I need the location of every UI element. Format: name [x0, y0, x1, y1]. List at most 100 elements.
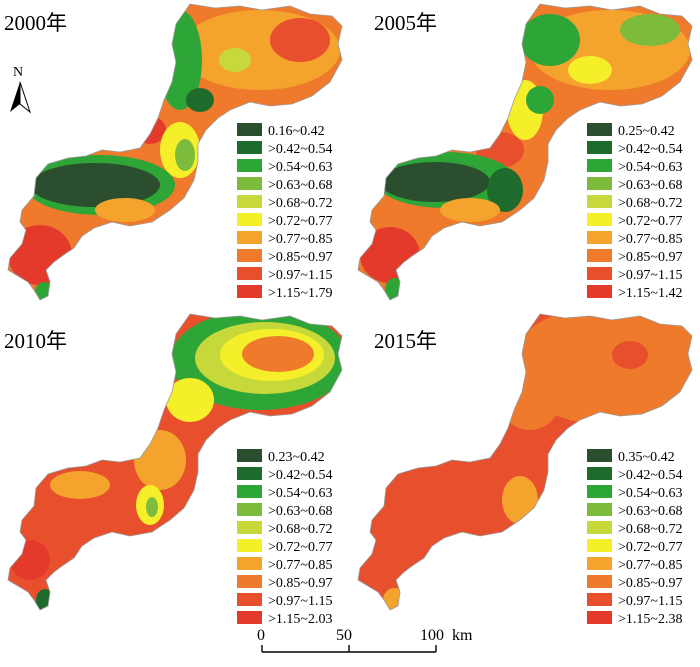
- legend-swatch: [237, 611, 262, 624]
- legend-label: >0.97~1.15: [268, 594, 332, 609]
- legend-row: >0.85~0.97: [237, 249, 332, 265]
- legend-swatch: [587, 575, 612, 588]
- legend-row: 0.16~0.42: [237, 123, 325, 139]
- legend-swatch: [587, 213, 612, 226]
- legend-row: >0.42~0.54: [587, 141, 682, 157]
- legend-swatch: [587, 485, 612, 498]
- legend-label: >0.97~1.15: [618, 268, 682, 283]
- scale-tick-label: 0: [257, 627, 265, 644]
- legend-label: >1.15~1.42: [618, 286, 682, 301]
- legend-swatch: [237, 267, 262, 280]
- legend-label: >1.15~2.03: [268, 612, 332, 627]
- legend-label: 0.25~0.42: [618, 124, 675, 139]
- legend-label: >0.77~0.85: [618, 232, 682, 247]
- legend-2000: 0.16~0.42 >0.42~0.54 >0.54~0.63 >0.63~0.…: [237, 123, 332, 301]
- legend-label: >0.68~0.72: [618, 196, 682, 211]
- legend-label: >0.85~0.97: [618, 250, 682, 265]
- legend-swatch: [237, 195, 262, 208]
- legend-row: >0.97~1.15: [587, 593, 682, 609]
- legend-row: >0.72~0.77: [237, 213, 332, 229]
- legend-swatch: [587, 539, 612, 552]
- legend-label: >0.97~1.15: [268, 268, 332, 283]
- legend-row: >0.85~0.97: [237, 575, 332, 591]
- legend-label: >0.68~0.72: [268, 196, 332, 211]
- legend-label: >0.42~0.54: [268, 468, 332, 483]
- legend-row: >0.72~0.77: [587, 539, 682, 555]
- legend-label: >1.15~2.38: [618, 612, 682, 627]
- legend-swatch: [237, 503, 262, 516]
- legend-row: >0.72~0.77: [237, 539, 332, 555]
- legend-swatch: [587, 141, 612, 154]
- legend-row: >0.68~0.72: [587, 195, 682, 211]
- legend-label: >0.63~0.68: [268, 178, 332, 193]
- legend-swatch: [587, 557, 612, 570]
- legend-row: >0.68~0.72: [237, 521, 332, 537]
- legend-label: >0.68~0.72: [268, 522, 332, 537]
- legend-row: >0.77~0.85: [587, 557, 682, 573]
- legend-swatch: [587, 159, 612, 172]
- legend-swatch: [237, 593, 262, 606]
- legend-row: >0.63~0.68: [587, 177, 682, 193]
- legend-row: 0.35~0.42: [587, 449, 675, 465]
- legend-swatch: [237, 521, 262, 534]
- legend-label: 0.16~0.42: [268, 124, 325, 139]
- legend-swatch: [237, 123, 262, 136]
- legend-swatch: [237, 449, 262, 462]
- legend-row: >0.54~0.63: [237, 159, 332, 175]
- legend-swatch: [587, 593, 612, 606]
- legend-row: >1.15~2.38: [587, 611, 682, 627]
- legend-label: >0.85~0.97: [268, 250, 332, 265]
- scale-unit: km: [452, 627, 473, 644]
- legend-swatch: [587, 503, 612, 516]
- map-panel-2005: 2005年 0.25~0.42 >0.42~0.54 >0.54~0.63 >0…: [357, 3, 693, 301]
- north-arrow-icon: [10, 82, 20, 112]
- legend-swatch: [587, 195, 612, 208]
- map-panel-2015: 2015年 0.35~0.42 >0.42~0.54 >0.54~0.63 >0…: [357, 313, 693, 627]
- year-label: 2010年: [4, 329, 67, 353]
- legend-swatch: [587, 611, 612, 624]
- region-map-2010: [7, 313, 343, 611]
- legend-label: 0.23~0.42: [268, 450, 325, 465]
- legend-row: >0.97~1.15: [237, 267, 332, 283]
- legend-label: >0.97~1.15: [618, 594, 682, 609]
- legend-label: >0.72~0.77: [618, 540, 682, 555]
- legend-swatch: [237, 249, 262, 262]
- legend-row: >0.63~0.68: [587, 503, 682, 519]
- legend-row: >0.42~0.54: [237, 141, 332, 157]
- legend-swatch: [587, 123, 612, 136]
- legend-label: >0.42~0.54: [268, 142, 332, 157]
- legend-row: >0.68~0.72: [237, 195, 332, 211]
- legend-swatch: [587, 231, 612, 244]
- year-label: 2005年: [374, 11, 437, 35]
- legend-swatch: [237, 557, 262, 570]
- legend-row: >0.85~0.97: [587, 249, 682, 265]
- legend-2005: 0.25~0.42 >0.42~0.54 >0.54~0.63 >0.63~0.…: [587, 123, 682, 301]
- legend-label: >0.68~0.72: [618, 522, 682, 537]
- legend-swatch: [237, 159, 262, 172]
- legend-row: >0.97~1.15: [237, 593, 332, 609]
- legend-swatch: [237, 285, 262, 298]
- legend-label: >0.42~0.54: [618, 142, 682, 157]
- legend-swatch: [587, 521, 612, 534]
- scale-tick-label: 100: [420, 627, 444, 644]
- legend-row: >0.97~1.15: [587, 267, 682, 283]
- legend-2010: 0.23~0.42 >0.42~0.54 >0.54~0.63 >0.63~0.…: [237, 449, 332, 627]
- legend-label: >0.77~0.85: [268, 232, 332, 247]
- legend-label: >0.54~0.63: [268, 486, 332, 501]
- legend-swatch: [237, 177, 262, 190]
- legend-label: >0.42~0.54: [618, 468, 682, 483]
- legend-swatch: [237, 231, 262, 244]
- legend-row: >1.15~2.03: [237, 611, 332, 627]
- legend-row: >0.54~0.63: [237, 485, 332, 501]
- year-label: 2015年: [374, 329, 437, 353]
- map-panel-2000: 2000年 N 0.16~0.42 >0.42~0.54 >0.54~0.63 …: [4, 3, 343, 301]
- north-letter: N: [13, 65, 23, 80]
- legend-label: >0.63~0.68: [268, 504, 332, 519]
- legend-row: 0.25~0.42: [587, 123, 675, 139]
- legend-swatch: [587, 249, 612, 262]
- legend-row: >1.15~1.42: [587, 285, 682, 301]
- legend-row: >0.77~0.85: [237, 557, 332, 573]
- legend-label: >0.85~0.97: [618, 576, 682, 591]
- legend-row: >0.63~0.68: [237, 177, 332, 193]
- legend-row: >1.15~1.79: [237, 285, 332, 301]
